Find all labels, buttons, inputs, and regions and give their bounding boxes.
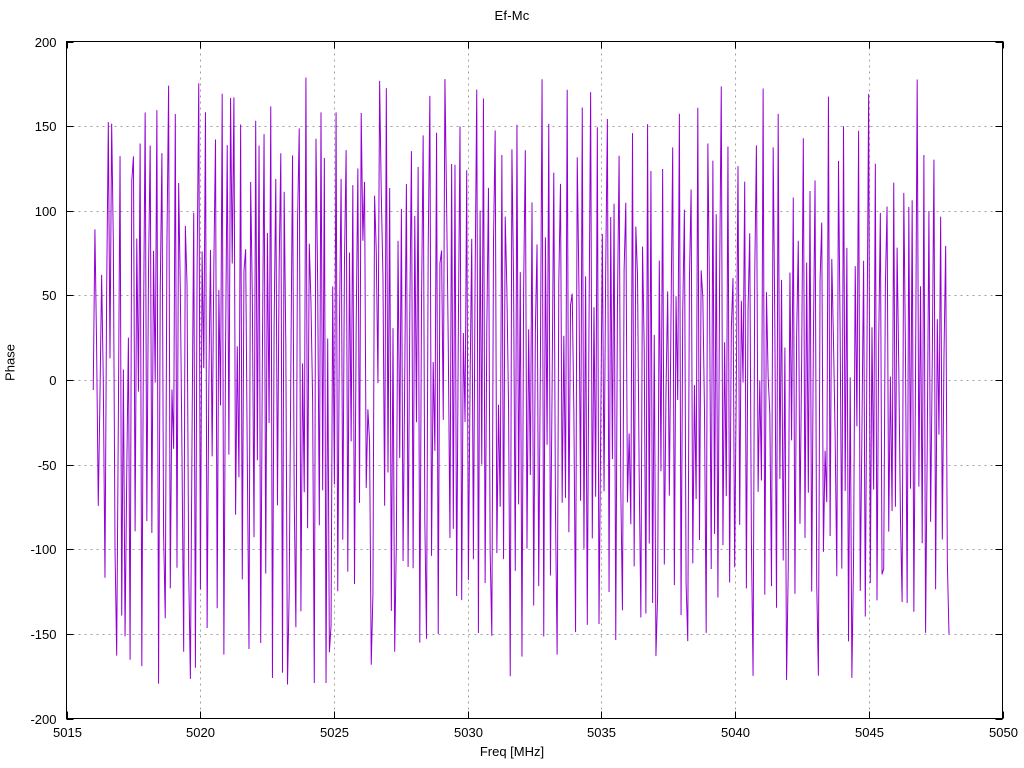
x-tick-label: 5050 (989, 724, 1018, 740)
x-tick-label: 5015 (53, 724, 82, 740)
x-tick-label: 5030 (454, 724, 483, 740)
y-tick-label: -150 (30, 626, 57, 642)
series-line (92, 77, 950, 685)
data-series (92, 77, 950, 685)
y-tick-label: 50 (42, 287, 57, 303)
y-tick-label: 0 (49, 372, 57, 388)
x-tick-label: 5025 (320, 724, 349, 740)
y-tick-label: 150 (34, 118, 57, 134)
y-tick-label: -200 (30, 711, 57, 727)
chart-title: Ef-Mc (494, 8, 530, 23)
x-tick-label: 5035 (587, 724, 616, 740)
y-tick-label: 200 (34, 34, 57, 50)
y-tick-label: 100 (34, 203, 57, 219)
plot-border (66, 41, 1003, 719)
axis-ticks (66, 41, 1004, 720)
x-tick-label: 5040 (721, 724, 750, 740)
x-tick-label: 5020 (186, 724, 215, 740)
x-axis-label: Freq [MHz] (479, 744, 545, 759)
y-tick-label: -50 (37, 457, 57, 473)
x-tick-label: 5045 (855, 724, 884, 740)
y-tick-label: -100 (30, 541, 57, 557)
